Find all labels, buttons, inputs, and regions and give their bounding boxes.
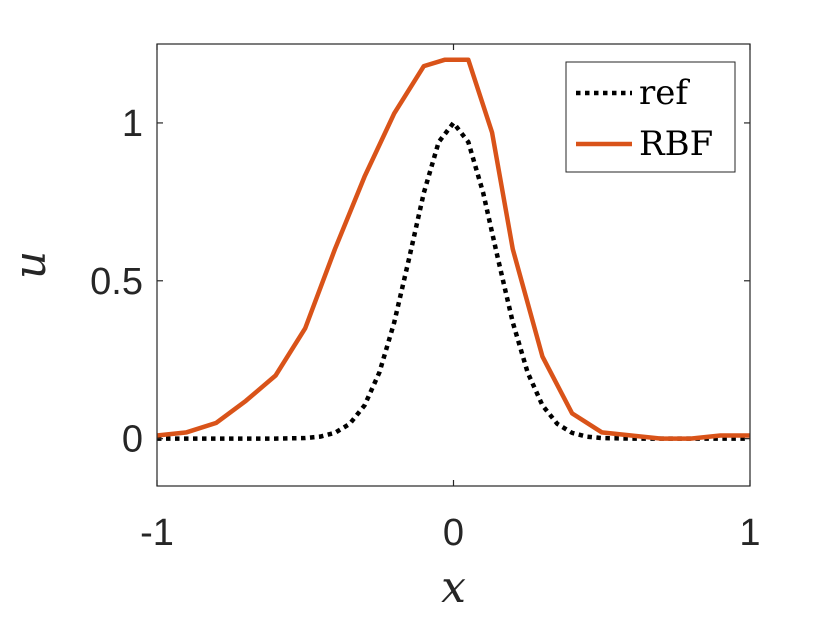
x-tick-label-0: -1 (140, 512, 174, 554)
x-axis-label: x (441, 562, 466, 613)
x-tick-label-2: 1 (739, 512, 760, 554)
series-layer (156, 57, 751, 441)
legend-box (565, 61, 736, 173)
y-tick-label-2: 1 (122, 103, 143, 145)
y-tick-label-0: 0 (122, 419, 143, 461)
x-tick-label-1: 0 (443, 512, 464, 554)
legend-label-rbf: RBF (639, 124, 713, 164)
series-line-rbf (156, 57, 750, 441)
legend: ref RBF (565, 61, 736, 173)
y-axis-label: u (5, 251, 56, 279)
series-line-ref (156, 120, 751, 441)
y-tick-label-1: 0.5 (90, 261, 143, 303)
ticks-layer: -1 0 1 0 0.5 1 (90, 44, 761, 554)
legend-label-ref: ref (639, 73, 690, 113)
